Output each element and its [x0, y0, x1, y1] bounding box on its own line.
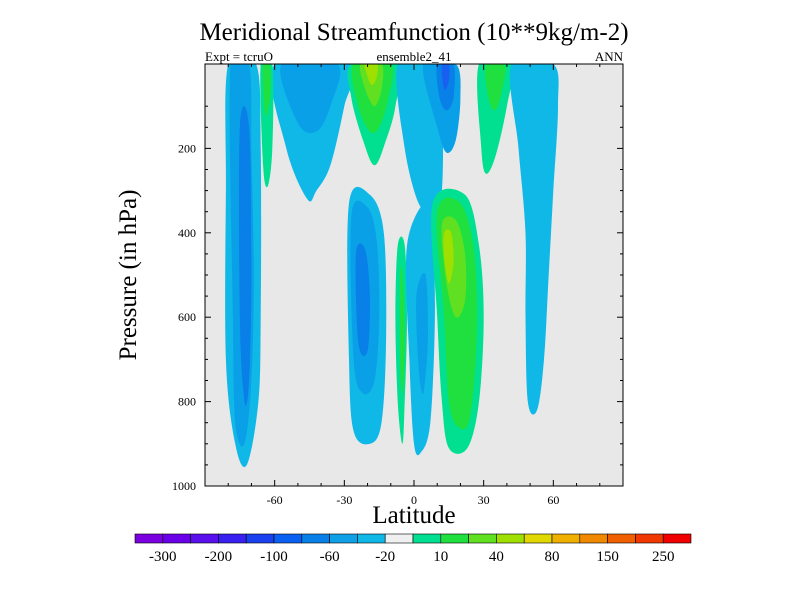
colorbar-swatch	[384, 533, 414, 544]
colorbar-label: 10	[433, 549, 448, 565]
colorbar-swatch	[162, 533, 191, 544]
colorbar-label: 250	[652, 549, 675, 565]
colorbar-swatch	[468, 533, 497, 544]
colorbar-label: 150	[596, 549, 619, 565]
colorbar-label: -200	[205, 549, 233, 565]
colorbar-swatch	[218, 533, 247, 544]
contour-cell-sh-core	[238, 106, 252, 406]
x-tick-label: -30	[336, 493, 352, 507]
contour-pos-thin-center-l2	[399, 265, 405, 394]
contour-pos-upper-mid-l3	[359, 64, 384, 107]
colorbar-swatch	[496, 533, 525, 544]
colorbar-label: -100	[260, 549, 288, 565]
contour-fills	[225, 64, 559, 468]
x-tick-label: 60	[547, 493, 559, 507]
colorbar-swatch	[607, 533, 636, 544]
y-axis-title: Pressure (in hPa)	[115, 190, 142, 361]
colorbar-swatch	[662, 533, 692, 544]
contour-pos-upper-right-l2	[485, 64, 506, 111]
colorbar-swatch	[579, 533, 608, 544]
subtitle-center: ensemble2_41	[376, 49, 451, 64]
y-tick-label: 400	[178, 226, 196, 240]
colorbar-swatch	[190, 533, 219, 544]
contour-neg-lower-center-l2	[416, 273, 429, 395]
colorbar-swatch	[245, 533, 275, 544]
colorbar-swatch	[523, 533, 553, 544]
x-tick-label: 0	[411, 493, 417, 507]
contour-neg-right-column	[509, 64, 559, 415]
y-tick-label: 800	[178, 395, 196, 409]
colorbar-swatch	[301, 533, 330, 544]
colorbar-swatch	[551, 533, 581, 544]
colorbar-swatch	[412, 533, 442, 544]
contour-pos-lower-right-l4	[443, 229, 454, 284]
contour-pos-upper-left-inner	[262, 64, 271, 116]
x-tick-label: 30	[478, 493, 490, 507]
subtitle-left: Expt = tcruO	[205, 49, 273, 64]
contour-neg-lower-left-l3	[355, 243, 371, 357]
colorbar-swatch	[134, 533, 164, 544]
contour-neg-upper-center-l4	[441, 64, 450, 90]
colorbar-swatch	[273, 533, 303, 544]
colorbar-swatch	[440, 533, 469, 544]
colorbar-swatch	[635, 533, 664, 544]
colorbar-swatch	[329, 533, 358, 544]
x-axis-title: Latitude	[372, 502, 455, 529]
y-tick-label: 200	[178, 141, 196, 155]
y-tick-label: 600	[178, 310, 196, 324]
colorbar-label: 40	[489, 549, 504, 565]
colorbar-label: -20	[375, 549, 395, 565]
colorbar-swatch	[357, 533, 386, 544]
colorbar-label: -300	[149, 549, 177, 565]
subtitle-right: ANN	[595, 49, 624, 64]
x-tick-label: -60	[267, 493, 283, 507]
chart-title: Meridional Streamfunction (10**9kg/m-2)	[199, 19, 628, 46]
contour-upper-sh-neg-inner	[280, 64, 341, 134]
contour-pos-upper-mid-l4	[364, 64, 378, 86]
y-tick-label: 1000	[172, 479, 196, 493]
colorbar-label: 80	[545, 549, 560, 565]
colorbar-label: -60	[320, 549, 340, 565]
contour-pos-upper-right	[477, 64, 514, 174]
colorbar: -300 -200 -100 -60 -20 10 40 80 150 250	[134, 533, 692, 565]
plot-area: -60 -30 0 30 60 200 400 600 800 1000	[172, 63, 624, 507]
